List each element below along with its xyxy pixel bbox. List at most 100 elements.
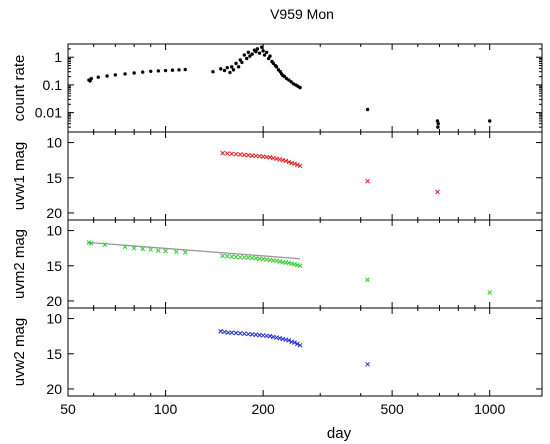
panel-frame bbox=[67, 307, 543, 397]
data-point bbox=[264, 257, 269, 262]
data-point bbox=[436, 125, 440, 129]
data-point bbox=[122, 244, 128, 250]
data-point bbox=[365, 178, 370, 184]
y-tick-label: 0.1 bbox=[43, 77, 63, 93]
y-axis-label: uvw1 mag bbox=[11, 142, 28, 210]
data-point bbox=[163, 68, 168, 73]
data-point bbox=[262, 53, 267, 57]
data-point bbox=[233, 254, 239, 260]
data-point bbox=[233, 151, 239, 157]
panel-frame bbox=[67, 219, 543, 309]
x-tick-label: 100 bbox=[154, 401, 178, 417]
data-point bbox=[163, 248, 168, 254]
data-point bbox=[89, 76, 93, 81]
data-point bbox=[294, 162, 300, 168]
data-point bbox=[268, 54, 272, 58]
data-point bbox=[219, 67, 223, 71]
data-point bbox=[222, 68, 227, 73]
data-point bbox=[155, 248, 161, 253]
data-point bbox=[183, 67, 187, 72]
data-point bbox=[241, 331, 247, 337]
data-point bbox=[230, 65, 234, 69]
data-point bbox=[237, 254, 243, 260]
data-point bbox=[261, 49, 265, 53]
data-point bbox=[149, 69, 153, 74]
data-point bbox=[224, 253, 230, 259]
y-tick-label: 10 bbox=[46, 311, 62, 327]
data-point bbox=[225, 330, 231, 335]
data-point bbox=[211, 70, 215, 74]
data-point bbox=[174, 249, 179, 255]
data-point bbox=[102, 242, 108, 247]
data-point bbox=[253, 153, 259, 159]
data-point bbox=[240, 60, 244, 65]
data-point bbox=[170, 68, 175, 72]
data-point bbox=[88, 240, 94, 246]
x-axis-label: day bbox=[327, 425, 352, 442]
y-tick-label: 20 bbox=[46, 381, 62, 397]
data-point bbox=[245, 56, 249, 61]
data-point bbox=[234, 61, 238, 66]
y-tick-label: 20 bbox=[46, 205, 62, 221]
y-tick-label: 10 bbox=[46, 223, 62, 239]
data-point bbox=[236, 65, 241, 69]
y-tick-label: 1 bbox=[54, 49, 62, 65]
panel-countrate: 1 0.1 0.01 count rate bbox=[11, 43, 543, 133]
panel-uvw2: 10 15 20 uvw2 mag 50 100 200 500 1000 day bbox=[11, 307, 543, 442]
data-point bbox=[435, 189, 440, 195]
data-point bbox=[283, 158, 289, 164]
data-point bbox=[289, 80, 293, 84]
data-point bbox=[237, 152, 243, 157]
data-point bbox=[365, 361, 370, 367]
data-point bbox=[246, 50, 251, 55]
data-point bbox=[267, 333, 273, 339]
y-tick-label: 10 bbox=[46, 135, 62, 151]
x-tick-label: 50 bbox=[60, 401, 76, 417]
data-point bbox=[233, 330, 239, 336]
data-point bbox=[241, 152, 247, 158]
y-tick-label: 20 bbox=[46, 293, 62, 309]
data-point bbox=[274, 65, 279, 69]
data-point bbox=[182, 250, 188, 255]
data-point bbox=[229, 330, 235, 335]
data-point bbox=[148, 247, 154, 252]
data-point bbox=[225, 65, 229, 70]
data-point bbox=[113, 73, 118, 77]
data-point bbox=[140, 70, 145, 74]
data-point bbox=[248, 54, 252, 58]
y-axis-label: count rate bbox=[11, 55, 28, 122]
y-tick-label: 15 bbox=[46, 346, 62, 362]
data-point bbox=[218, 328, 224, 334]
data-point bbox=[292, 340, 297, 345]
data-point bbox=[253, 256, 259, 261]
data-point bbox=[294, 341, 300, 347]
data-point bbox=[365, 277, 370, 283]
data-point bbox=[238, 58, 242, 62]
data-point bbox=[229, 254, 235, 259]
data-point bbox=[245, 331, 251, 337]
data-point bbox=[487, 290, 493, 295]
data-point bbox=[297, 263, 303, 269]
data-point bbox=[220, 150, 226, 156]
chart-title: V959 Mon bbox=[270, 6, 334, 22]
data-point bbox=[249, 332, 255, 337]
data-point bbox=[156, 69, 161, 73]
x-tick-label: 1000 bbox=[474, 401, 505, 417]
data-point bbox=[250, 52, 254, 56]
panel-frame bbox=[67, 43, 543, 133]
data-point bbox=[487, 119, 492, 123]
data-point bbox=[105, 74, 109, 78]
data-point bbox=[96, 75, 100, 79]
panels-group: 1 0.1 0.01 count rate 10 15 20 uvw1 mag 10 15 20 uv… bbox=[11, 43, 543, 442]
y-tick-label: 0.01 bbox=[35, 105, 62, 121]
data-point bbox=[177, 68, 181, 72]
data-point bbox=[132, 71, 136, 75]
data-point bbox=[365, 107, 370, 112]
data-point bbox=[228, 70, 232, 75]
panel-uvm2: 10 15 20 uvm2 mag bbox=[11, 219, 543, 309]
data-point bbox=[242, 53, 247, 57]
x-tick-label: 200 bbox=[251, 401, 275, 417]
data-point bbox=[241, 254, 247, 260]
data-point bbox=[140, 246, 146, 252]
panel-uvw1: 10 15 20 uvw1 mag bbox=[11, 131, 543, 221]
